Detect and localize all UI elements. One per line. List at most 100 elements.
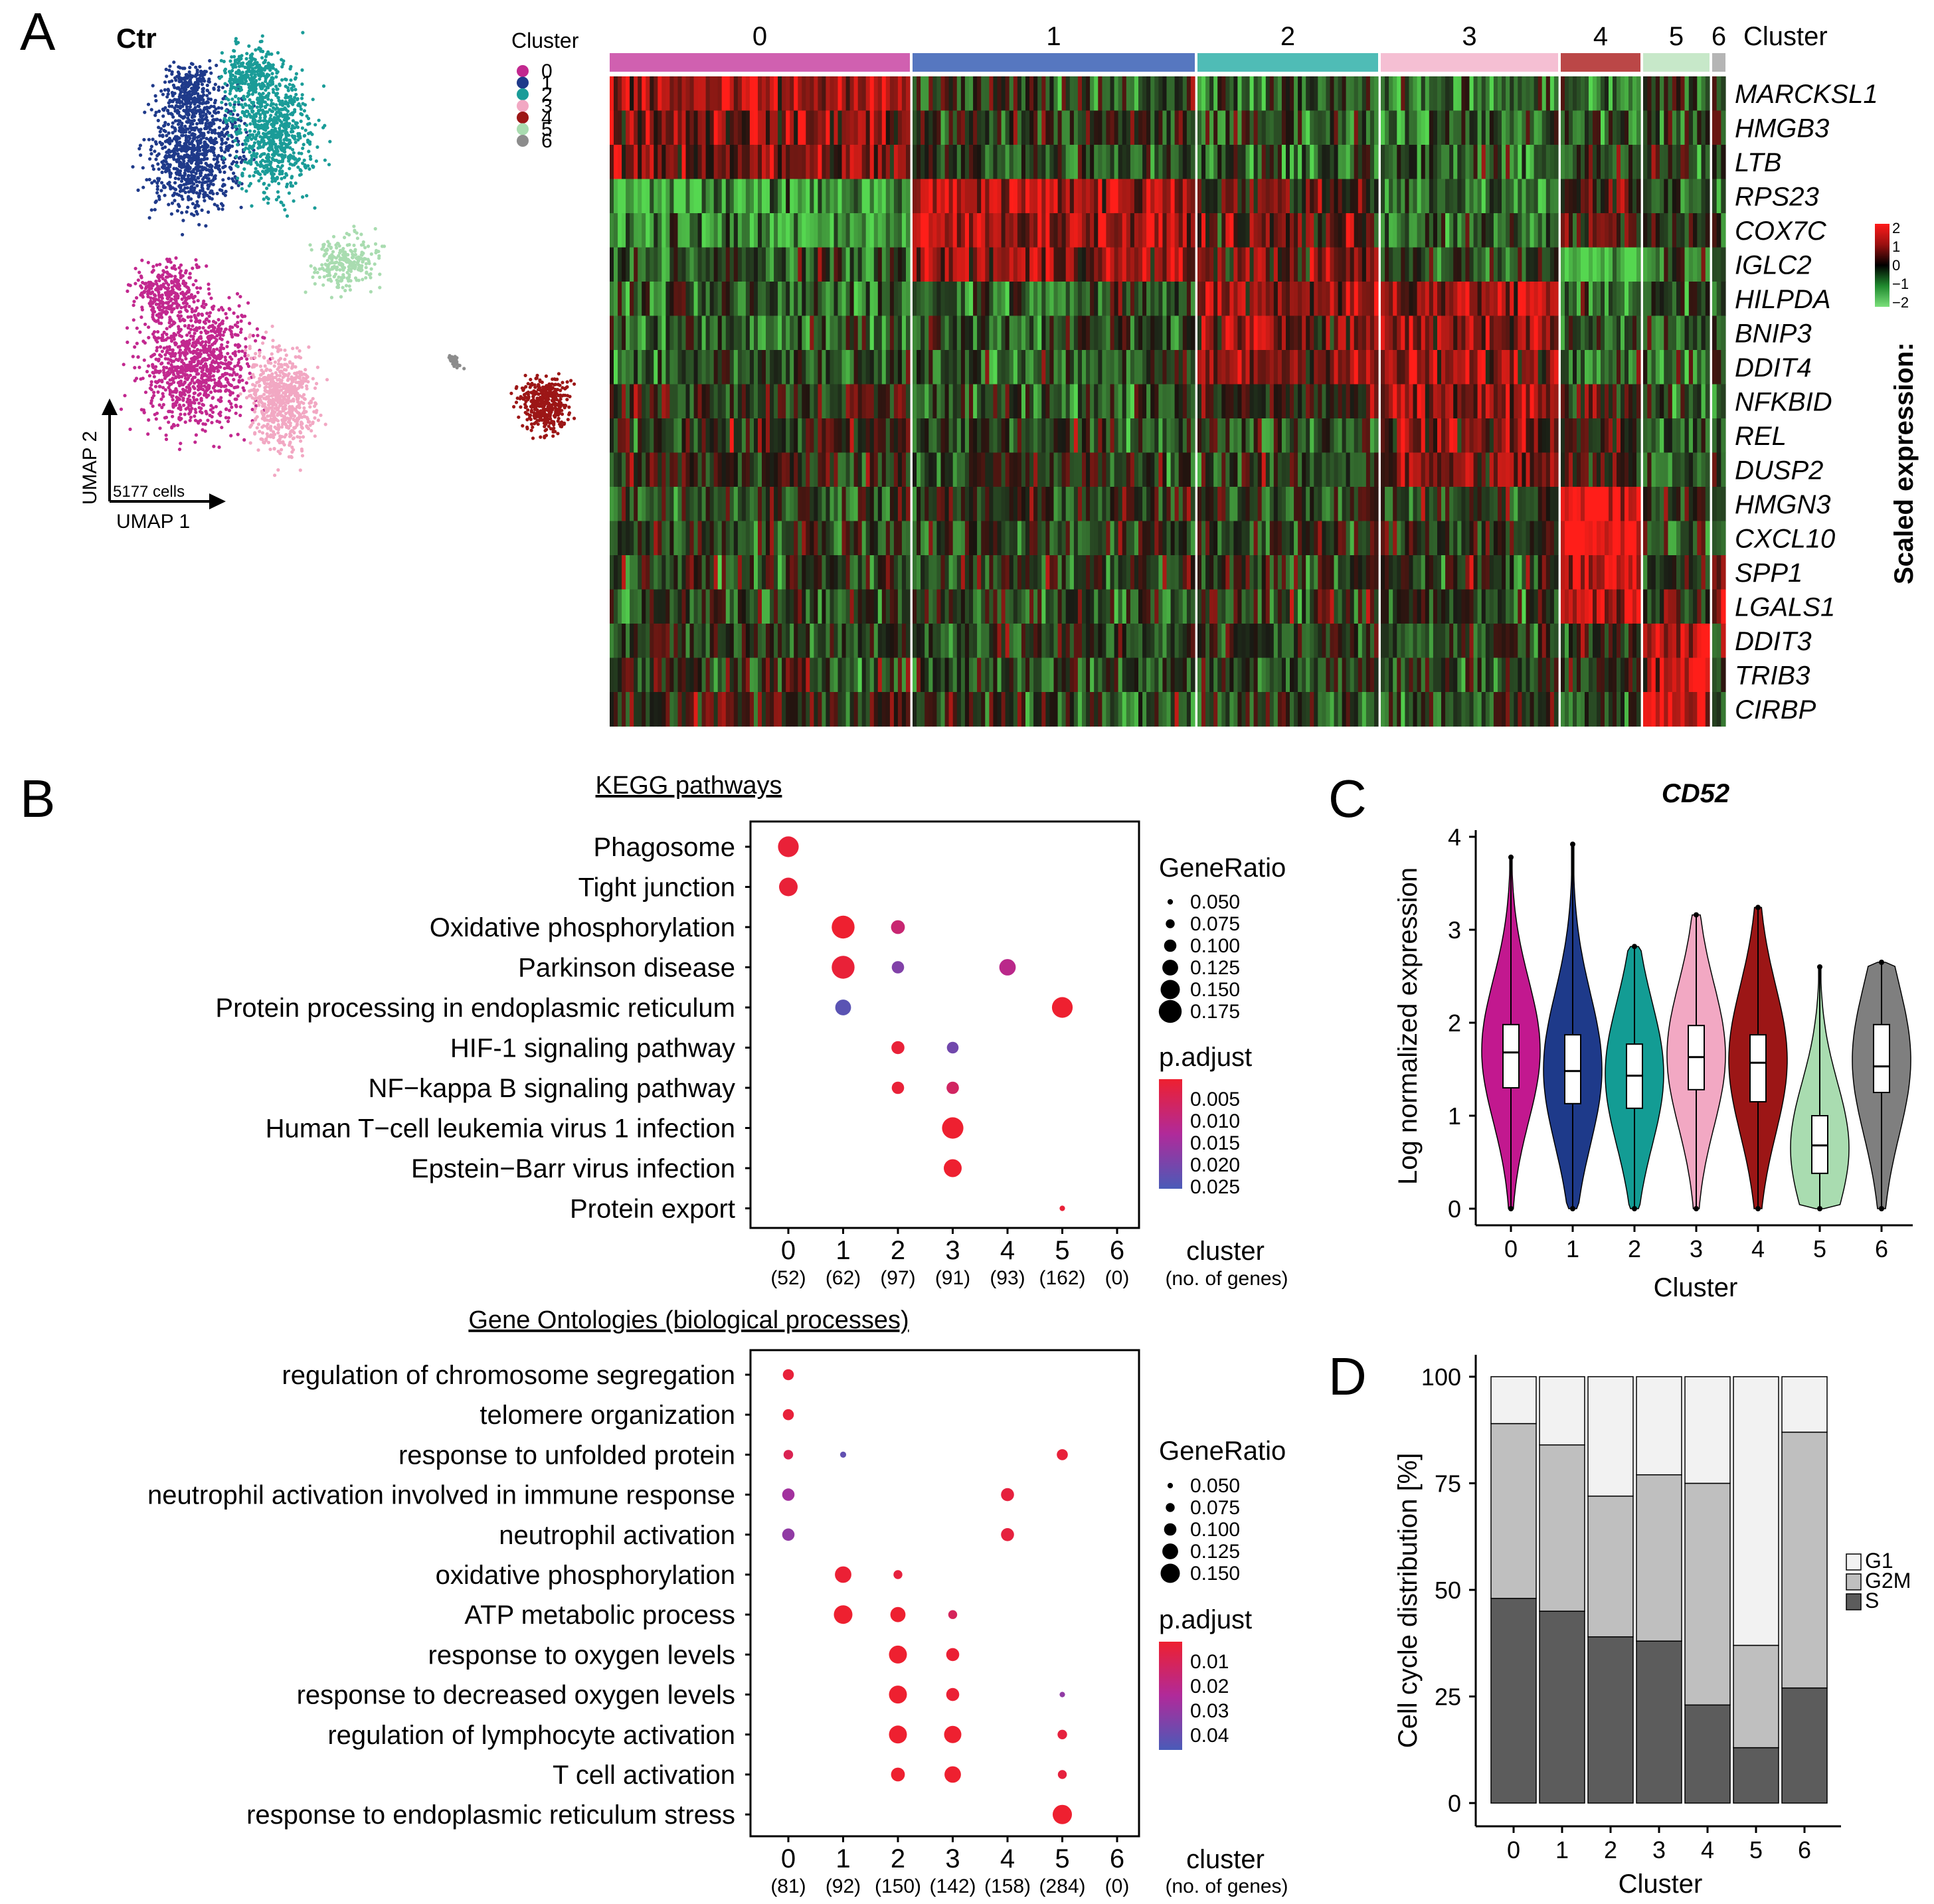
umap-cell-point [181, 387, 185, 392]
umap-cell-point [271, 88, 275, 92]
umap-cell-point [226, 416, 230, 420]
umap-cell-point [276, 153, 281, 157]
umap-cell-point [164, 67, 168, 72]
umap-cell-point [248, 98, 252, 102]
umap-cell-point [193, 309, 197, 313]
umap-cell-point [245, 362, 250, 366]
umap-legend-swatch [517, 88, 529, 100]
umap-cell-point [378, 272, 382, 276]
umap-cell-point [234, 333, 238, 337]
umap-cell-point [163, 278, 167, 283]
umap-cell-point [288, 360, 292, 364]
umap-cell-point [262, 191, 266, 195]
umap-cell-point [165, 150, 169, 154]
umap-cell-point [298, 430, 302, 434]
heatmap-cell [642, 76, 646, 112]
umap-cell-point [212, 369, 216, 373]
umap-cell-point [156, 118, 160, 123]
umap-cell-point [240, 379, 244, 383]
umap-cell-point [206, 330, 210, 334]
umap-cell-point [183, 124, 187, 128]
umap-cell-point [178, 140, 182, 144]
umap-cell-point [246, 62, 250, 66]
umap-cell-point [257, 102, 261, 106]
umap-cell-point [171, 394, 175, 398]
umap-cell-point [539, 418, 543, 422]
umap-cell-point [278, 410, 282, 414]
umap-cell-point [153, 179, 157, 183]
umap-cell-point [285, 144, 289, 148]
umap-cell-point [172, 157, 176, 161]
umap-cell-point [277, 131, 281, 135]
umap-cell-point [248, 122, 252, 126]
umap-cell-point [259, 72, 263, 76]
umap-cell-point [177, 154, 181, 158]
umap-cell-point [325, 263, 329, 267]
umap-cell-point [521, 424, 525, 428]
umap-cell-point [252, 82, 256, 87]
umap-cell-point [197, 176, 201, 180]
umap-cell-point [217, 354, 220, 358]
umap-cell-point [240, 174, 244, 178]
umap-cell-point [151, 167, 155, 171]
umap-cell-point [183, 377, 188, 381]
umap-cell-point [166, 122, 170, 126]
umap-cell-point [545, 394, 549, 398]
umap-cell-point [268, 368, 272, 373]
umap-cell-point [161, 301, 165, 305]
umap-cell-point [161, 114, 165, 118]
umap-cell-point [259, 176, 263, 180]
umap-cell-point [293, 96, 297, 100]
umap-cell-point [253, 410, 257, 414]
umap-cell-point [545, 407, 549, 411]
umap-cell-point [173, 129, 177, 133]
umap-cell-point [212, 444, 216, 448]
umap-cell-point [213, 361, 217, 365]
heatmap-cell [782, 76, 786, 112]
umap-cell-point [236, 321, 240, 325]
umap-cell-point [272, 167, 276, 171]
umap-cell-point [243, 142, 247, 146]
umap-cell-point [353, 248, 357, 252]
heatmap-cell [857, 76, 863, 112]
umap-cell-point [292, 399, 296, 403]
umap-cell-point [149, 383, 153, 387]
umap-cell-point [315, 365, 319, 369]
umap-cell-point [253, 356, 257, 360]
umap-cell-point [256, 119, 261, 124]
umap-cell-point [182, 76, 186, 80]
umap-cell-point [222, 183, 226, 187]
umap-cell-point [147, 177, 151, 181]
umap-cell-point [271, 124, 276, 128]
umap-cell-point [197, 406, 201, 410]
heatmap-cell [614, 76, 618, 112]
umap-cell-point [309, 157, 313, 161]
umap-cell-point [316, 418, 320, 422]
umap-cell-point [296, 98, 300, 102]
umap-cell-point [147, 364, 151, 368]
umap-cell-point [557, 406, 561, 410]
umap-cell-point [311, 420, 315, 424]
umap-cell-point [526, 390, 531, 394]
umap-cell-point [254, 351, 258, 356]
umap-cell-point [299, 120, 303, 124]
umap-cell-point [184, 407, 188, 411]
umap-cell-point [207, 345, 212, 349]
umap-cell-point [200, 82, 205, 86]
umap-cell-point [193, 381, 197, 385]
heatmap-cell [952, 76, 958, 112]
umap-cell-point [347, 260, 351, 265]
umap-cell-point [163, 377, 167, 381]
umap-cell-point [160, 379, 164, 383]
heatmap-cell [906, 76, 911, 112]
umap-cell-point [256, 448, 260, 452]
heatmap-cell [622, 76, 626, 112]
umap-cell-point [273, 360, 277, 364]
umap-cell-point [248, 345, 252, 349]
umap-cell-point [280, 201, 284, 205]
umap-cell-point [193, 440, 197, 444]
umap-cell-point [205, 349, 209, 353]
umap-cell-point [134, 377, 139, 381]
umap-cell-point [149, 299, 153, 303]
